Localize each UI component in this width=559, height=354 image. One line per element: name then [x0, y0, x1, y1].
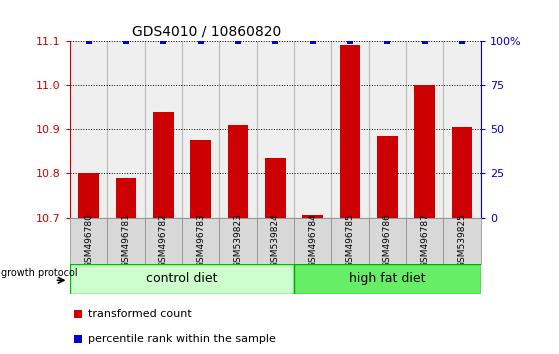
Bar: [145, 218, 182, 264]
Bar: [414, 85, 435, 218]
Bar: [78, 173, 99, 218]
Bar: [331, 218, 369, 264]
Text: GSM539824: GSM539824: [271, 213, 280, 268]
Bar: [406, 41, 443, 218]
Bar: [107, 41, 145, 218]
Text: growth protocol: growth protocol: [1, 268, 78, 278]
Bar: [294, 218, 331, 264]
Text: GSM539823: GSM539823: [234, 213, 243, 268]
Bar: [443, 41, 481, 218]
Bar: [452, 127, 472, 218]
Bar: [302, 216, 323, 218]
Bar: [331, 41, 369, 218]
Text: GSM496782: GSM496782: [159, 213, 168, 268]
Bar: [190, 140, 211, 218]
Bar: [219, 41, 257, 218]
Bar: [107, 218, 145, 264]
Bar: [153, 112, 173, 218]
Bar: [406, 218, 443, 264]
Bar: [257, 218, 294, 264]
Text: transformed count: transformed count: [88, 309, 192, 320]
Text: control diet: control diet: [146, 272, 217, 285]
Bar: [70, 218, 107, 264]
Bar: [145, 41, 182, 218]
Bar: [443, 218, 481, 264]
Text: GDS4010 / 10860820: GDS4010 / 10860820: [131, 24, 281, 38]
Text: GSM539825: GSM539825: [458, 213, 467, 268]
Bar: [182, 41, 219, 218]
Bar: [219, 218, 257, 264]
Bar: [377, 136, 397, 218]
Text: GSM496780: GSM496780: [84, 213, 93, 268]
Text: GSM496784: GSM496784: [308, 213, 317, 268]
Text: percentile rank within the sample: percentile rank within the sample: [88, 333, 276, 344]
Bar: [70, 264, 294, 294]
Bar: [70, 41, 107, 218]
Text: GSM496783: GSM496783: [196, 213, 205, 268]
Bar: [116, 178, 136, 218]
Bar: [228, 125, 248, 218]
Bar: [265, 158, 286, 218]
Bar: [294, 41, 331, 218]
Bar: [294, 264, 481, 294]
Text: GSM496787: GSM496787: [420, 213, 429, 268]
Text: GSM496785: GSM496785: [345, 213, 354, 268]
Bar: [257, 41, 294, 218]
Text: GSM496781: GSM496781: [121, 213, 130, 268]
Bar: [369, 41, 406, 218]
Bar: [369, 218, 406, 264]
Text: high fat diet: high fat diet: [349, 272, 425, 285]
Bar: [182, 218, 219, 264]
Text: GSM496786: GSM496786: [383, 213, 392, 268]
Bar: [340, 45, 361, 218]
